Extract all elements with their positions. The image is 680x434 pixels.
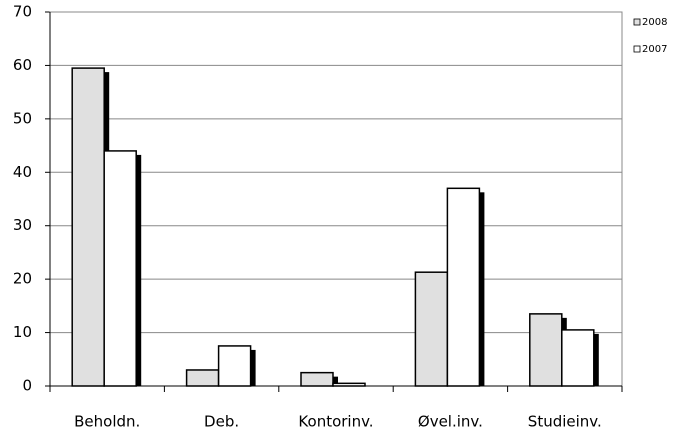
legend-swatch xyxy=(633,18,641,26)
legend-swatch xyxy=(633,45,641,53)
y-tick-label: 50 xyxy=(13,109,32,127)
bar xyxy=(217,345,252,387)
bar xyxy=(185,369,220,387)
y-tick-label: 40 xyxy=(13,163,32,181)
x-tick-label: Deb. xyxy=(204,413,239,431)
y-tick-label: 30 xyxy=(13,216,32,234)
y-tick-label: 70 xyxy=(13,3,32,21)
bar xyxy=(446,187,481,387)
y-tick-label: 0 xyxy=(22,377,32,395)
bar xyxy=(561,329,595,387)
bar xyxy=(71,67,105,387)
bar xyxy=(300,371,334,387)
bar xyxy=(529,313,563,387)
x-tick-label: Studieinv. xyxy=(528,413,602,431)
bar xyxy=(332,382,366,387)
bar xyxy=(414,271,449,387)
x-tick-label: Kontorinv. xyxy=(298,413,373,431)
legend-label: 2008 xyxy=(642,17,667,28)
x-tick-label: Beholdn. xyxy=(74,413,140,431)
x-tick-label: Øvel.inv. xyxy=(418,413,483,431)
y-tick-label: 60 xyxy=(13,56,32,74)
legend-label: 2007 xyxy=(642,44,667,55)
bar xyxy=(103,150,137,387)
y-tick-label: 20 xyxy=(13,270,32,288)
y-tick-label: 10 xyxy=(13,323,32,341)
